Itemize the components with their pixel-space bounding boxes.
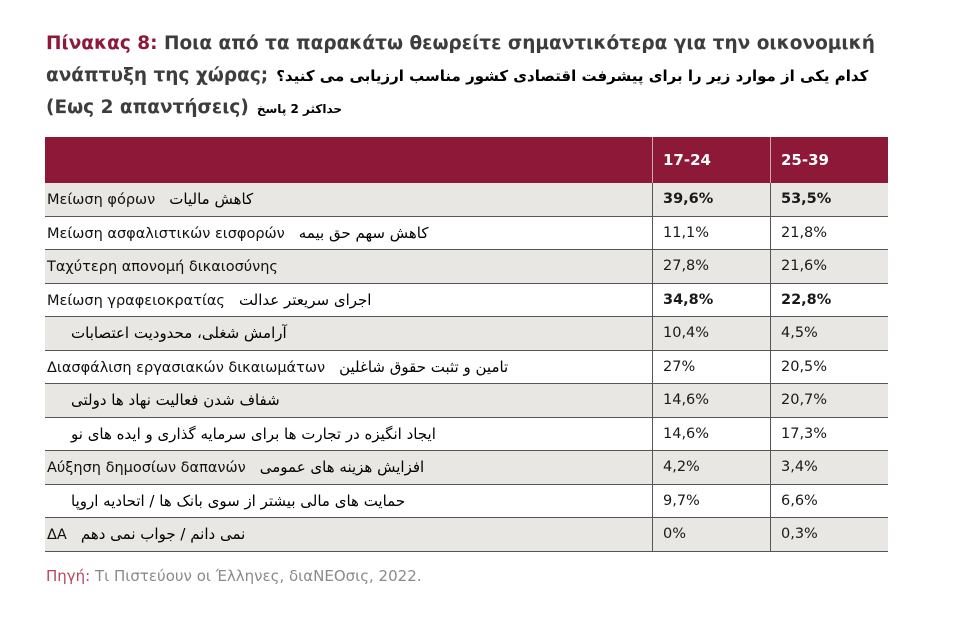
- table-row: Μείωση ασφαλιστικών εισφορών کاهش سهم حق …: [45, 216, 888, 250]
- value-17-24: 0%: [652, 517, 771, 552]
- persian-label: ایجاد انگیزه در تجارت ها برای سرمایه گذا…: [71, 424, 436, 443]
- value-25-39: 21,6%: [770, 249, 888, 284]
- value-17-24: 11,1%: [652, 216, 771, 250]
- row-label: شفاف شدن فعالیت نهاد ها دولتی: [45, 383, 653, 418]
- table-row: Ταχύτερη απονομή δικαιοσύνης 27,8% 21,6%: [45, 249, 888, 284]
- table-row: ΔΑ نمی دانم / جواب نمی دهم 0% 0,3%: [45, 517, 888, 552]
- persian-label: تامین و تثبت حقوق شاغلین: [339, 357, 509, 376]
- row-label: Μείωση φόρων کاهش مالیات: [45, 183, 653, 217]
- persian-label: اجرای سریعتر عدالت: [238, 290, 372, 309]
- greek-label: Ταχύτερη απονομή δικαιοσύνης: [47, 259, 278, 276]
- source-text: Τι Πιστεύουν οι Έλληνες, διαΝΕΟσις, 2022…: [90, 567, 422, 585]
- title-persian: کدام یکی از موارد زیر را برای پیشرفت اقت…: [276, 67, 869, 85]
- greek-label: Διασφάλιση εργασιακών δικαιωμάτων: [47, 359, 326, 376]
- header-17-24: 17-24: [652, 137, 771, 183]
- source-label: Πηγή:: [46, 567, 91, 585]
- table-row: Μείωση γραφειοκρατίας اجرای سریعتر عدالت …: [45, 283, 888, 317]
- results-table: 17-24 25-39 Μείωση φόρων کاهش مالیات 39,6…: [45, 137, 888, 552]
- value-17-24: 9,7%: [652, 484, 771, 518]
- value-25-39: 20,7%: [770, 383, 888, 418]
- value-17-24: 39,6%: [652, 183, 771, 217]
- header-row: 17-24 25-39: [45, 137, 888, 183]
- row-label: ایجاد انگیزه در تجارت ها برای سرمایه گذا…: [45, 417, 653, 451]
- persian-label: آرامش شغلی، محدودیت اعتصابات: [71, 324, 287, 343]
- row-label: Μείωση γραφειοκρατίας اجرای سریعتر عدالت: [45, 283, 653, 317]
- title-line-3: (Εως 2 απαντήσεις): [46, 97, 249, 118]
- title-line-2: ανάπτυξη της χώρας;: [46, 65, 269, 86]
- row-label: آرامش شغلی، محدودیت اعتصابات: [45, 316, 653, 351]
- value-25-39: 6,6%: [770, 484, 888, 518]
- table-row: شفاف شدن فعالیت نهاد ها دولتی 14,6% 20,7…: [45, 383, 888, 418]
- persian-label: نمی دانم / جواب نمی دهم: [80, 525, 246, 544]
- persian-label: حمایت های مالی بیشتر از سوی بانک ها / ات…: [71, 491, 406, 510]
- value-17-24: 34,8%: [652, 283, 771, 317]
- greek-label: Αύξηση δημοσίων δαπανών: [47, 460, 246, 477]
- source-note: Πηγή: Τι Πιστεύουν οι Έλληνες, διαΝΕΟσις…: [46, 567, 422, 585]
- table-row: آرامش شغلی، محدودیت اعتصابات 10,4% 4,5%: [45, 316, 888, 351]
- table-title: Πίνακας 8: Ποια από τα παρακάτω θεωρείτε…: [46, 28, 906, 125]
- header-25-39: 25-39: [770, 137, 888, 183]
- value-17-24: 10,4%: [652, 316, 771, 351]
- persian-label: شفاف شدن فعالیت نهاد ها دولتی: [71, 391, 280, 410]
- value-25-39: 21,8%: [770, 216, 888, 250]
- value-25-39: 0,3%: [770, 517, 888, 552]
- row-label: حمایت های مالی بیشتر از سوی بانک ها / ات…: [45, 484, 653, 518]
- title-line-1: Ποια από τα παρακάτω θεωρείτε σημαντικότ…: [157, 33, 875, 54]
- table-row: Αύξηση δημοσίων δαπανών افزایش هزینه های …: [45, 450, 888, 485]
- value-25-39: 22,8%: [770, 283, 888, 317]
- greek-label: ΔΑ: [47, 527, 67, 544]
- header-label: [45, 137, 653, 183]
- value-17-24: 4,2%: [652, 450, 771, 485]
- value-25-39: 17,3%: [770, 417, 888, 451]
- title-persian-note: حداکثر 2 پاسخ: [256, 102, 343, 116]
- value-17-24: 14,6%: [652, 383, 771, 418]
- table-row: ایجاد انگیزه در تجارت ها برای سرمایه گذا…: [45, 417, 888, 451]
- value-25-39: 53,5%: [770, 183, 888, 217]
- value-25-39: 20,5%: [770, 350, 888, 384]
- persian-label: کاهش سهم حق بیمه: [298, 223, 429, 242]
- row-label: Αύξηση δημοσίων δαπανών افزایش هزینه های …: [45, 450, 653, 485]
- persian-label: کاهش مالیات: [169, 190, 254, 209]
- table-row: Διασφάλιση εργασιακών δικαιωμάτων تامین و…: [45, 350, 888, 384]
- value-17-24: 27,8%: [652, 249, 771, 284]
- greek-label: Μείωση φόρων: [47, 192, 156, 209]
- table-row: حمایت های مالی بیشتر از سوی بانک ها / ات…: [45, 484, 888, 518]
- table-row: Μείωση φόρων کاهش مالیات 39,6% 53,5%: [45, 183, 888, 217]
- table-number: Πίνακας 8:: [46, 33, 158, 54]
- row-label: ΔΑ نمی دانم / جواب نمی دهم: [45, 517, 653, 552]
- value-25-39: 4,5%: [770, 316, 888, 351]
- row-label: Μείωση ασφαλιστικών εισφορών کاهش سهم حق …: [45, 216, 653, 250]
- row-label: Ταχύτερη απονομή δικαιοσύνης: [45, 249, 653, 284]
- row-label: Διασφάλιση εργασιακών δικαιωμάτων تامین و…: [45, 350, 653, 384]
- persian-label: افزایش هزینه های عمومی: [259, 458, 425, 477]
- greek-label: Μείωση γραφειοκρατίας: [47, 292, 225, 309]
- value-17-24: 14,6%: [652, 417, 771, 451]
- value-25-39: 3,4%: [770, 450, 888, 485]
- greek-label: Μείωση ασφαλιστικών εισφορών: [47, 225, 285, 242]
- value-17-24: 27%: [652, 350, 771, 384]
